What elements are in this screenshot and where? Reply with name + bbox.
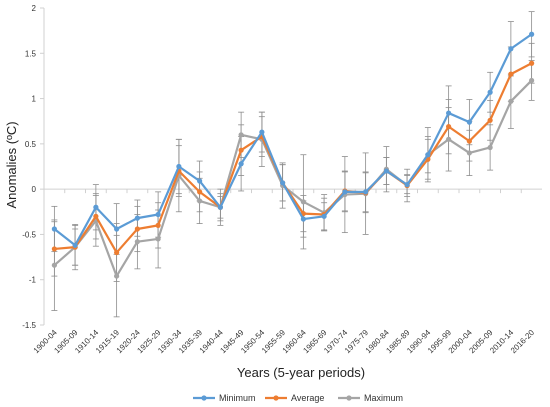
minimum-point bbox=[197, 178, 203, 184]
y-tick-labels: -1.5 -1 -0.5 0 0.5 1 1.5 2 bbox=[22, 4, 36, 330]
legend-marker-average bbox=[273, 395, 279, 401]
y-tick-label: 1 bbox=[32, 95, 37, 104]
minimum-point bbox=[342, 189, 348, 195]
minimum-point bbox=[134, 215, 140, 221]
average-point bbox=[197, 189, 203, 195]
average-point bbox=[93, 213, 99, 219]
y-axis-title: Anomalies (ºC) bbox=[4, 121, 19, 208]
maximum-point bbox=[155, 236, 161, 242]
legend-marker-minimum bbox=[201, 395, 207, 401]
maximum-series-line bbox=[53, 79, 533, 278]
legend-item-average: Average bbox=[265, 393, 324, 403]
average-point bbox=[446, 124, 452, 130]
maximum-point bbox=[51, 262, 57, 268]
maximum-point bbox=[446, 136, 452, 142]
maximum-point bbox=[114, 273, 120, 279]
minimum-point bbox=[300, 216, 306, 222]
average-point bbox=[508, 71, 514, 77]
maximum-point bbox=[134, 239, 140, 245]
x-axis-title: Years (5-year periods) bbox=[237, 365, 365, 380]
legend-item-maximum: Maximum bbox=[338, 393, 403, 403]
y-tick-label: 2 bbox=[32, 4, 37, 13]
series-lines bbox=[51, 31, 535, 279]
minimum-point bbox=[404, 182, 410, 188]
minimum-point bbox=[321, 213, 327, 219]
minimum-point bbox=[529, 31, 535, 37]
maximum-point bbox=[238, 132, 244, 138]
minimum-point bbox=[508, 46, 514, 52]
average-point bbox=[466, 138, 472, 144]
minimum-point bbox=[72, 242, 78, 248]
minimum-series-line bbox=[53, 33, 533, 247]
average-series-line bbox=[54, 62, 533, 254]
legend-label-minimum: Minimum bbox=[219, 393, 256, 403]
y-tick-label: -0.5 bbox=[22, 230, 36, 239]
minimum-point bbox=[51, 226, 57, 232]
average-point bbox=[114, 249, 120, 256]
maximum-point bbox=[300, 199, 306, 205]
average-point bbox=[238, 147, 244, 153]
minimum-point bbox=[466, 119, 472, 125]
minimum-point bbox=[363, 189, 369, 195]
minimum-point bbox=[383, 168, 389, 174]
legend: Minimum Average Maximum bbox=[193, 393, 403, 403]
average-point bbox=[155, 222, 161, 228]
maximum-point bbox=[197, 198, 203, 204]
minimum-point bbox=[425, 152, 431, 158]
legend-item-minimum: Minimum bbox=[193, 393, 256, 403]
average-point bbox=[529, 60, 535, 66]
minimum-point bbox=[280, 180, 286, 186]
x-tick-labels: 1900-041905-091910-141915-191920-241925-… bbox=[32, 328, 537, 356]
minimum-point bbox=[259, 129, 265, 135]
maximum-point bbox=[487, 144, 493, 151]
maximum-point bbox=[508, 98, 514, 104]
minimum-point bbox=[176, 163, 182, 170]
average-point bbox=[487, 117, 493, 123]
legend-label-maximum: Maximum bbox=[364, 393, 403, 403]
maximum-point bbox=[529, 77, 535, 84]
average-point bbox=[51, 246, 57, 252]
minimum-point bbox=[217, 204, 223, 210]
minimum-point bbox=[446, 110, 452, 116]
y-tick-label: 0 bbox=[32, 185, 37, 194]
error-bars bbox=[51, 11, 535, 318]
minimum-point bbox=[238, 161, 244, 167]
minimum-point bbox=[487, 89, 493, 95]
x-tick-label: 2016-20 bbox=[509, 328, 537, 356]
y-tick-label: 1.5 bbox=[25, 49, 37, 58]
legend-marker-maximum bbox=[346, 395, 352, 401]
y-tick-label: 0.5 bbox=[25, 140, 37, 149]
minimum-point bbox=[155, 211, 161, 218]
minimum-point bbox=[93, 204, 99, 210]
minimum-point bbox=[114, 226, 120, 232]
maximum-point bbox=[466, 150, 472, 156]
legend-label-average: Average bbox=[291, 393, 324, 403]
y-tick-label: -1 bbox=[29, 276, 37, 285]
average-point bbox=[134, 226, 140, 232]
y-tick-label: -1.5 bbox=[22, 321, 36, 330]
